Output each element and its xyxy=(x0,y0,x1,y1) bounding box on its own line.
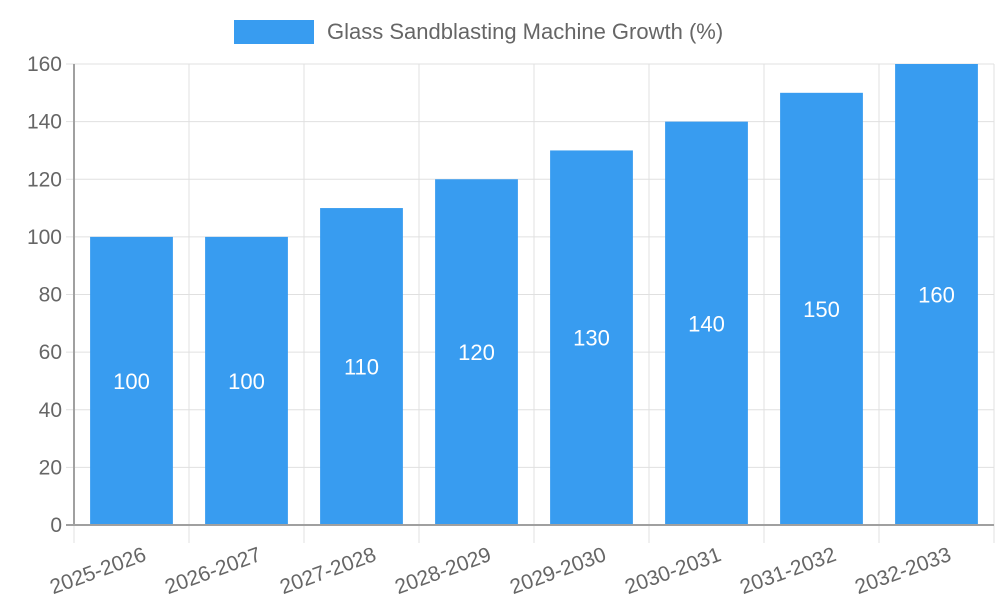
y-tick-label: 160 xyxy=(27,53,62,76)
x-tick-label: 2025-2026 xyxy=(47,543,149,599)
bar[interactable] xyxy=(205,236,288,525)
data-label: 160 xyxy=(918,283,955,308)
x-tick-label: 2026-2027 xyxy=(162,543,264,599)
legend-label: Glass Sandblasting Machine Growth (%) xyxy=(327,19,724,44)
axes xyxy=(66,64,994,526)
data-label: 150 xyxy=(803,297,840,322)
x-tick-label: 2032-2033 xyxy=(852,543,954,599)
bar[interactable] xyxy=(665,121,748,525)
bar[interactable] xyxy=(895,64,978,525)
data-label: 120 xyxy=(458,340,495,365)
bar[interactable] xyxy=(780,92,863,525)
y-axis-labels: 0 20 40 60 80 100 120 140 160 xyxy=(27,53,62,537)
y-tick-label: 80 xyxy=(39,284,62,307)
y-tick-label: 140 xyxy=(27,111,62,134)
x-tick-label: 2030-2031 xyxy=(622,543,724,599)
data-label: 110 xyxy=(344,355,379,380)
data-label: 130 xyxy=(573,326,610,351)
x-tick-label: 2028-2029 xyxy=(392,543,494,599)
y-tick-label: 0 xyxy=(50,514,62,537)
y-tick-label: 60 xyxy=(39,341,62,364)
x-tick-label: 2029-2030 xyxy=(507,543,609,599)
y-tick-label: 40 xyxy=(39,399,62,422)
x-tick-label: 2027-2028 xyxy=(277,543,379,599)
bar[interactable] xyxy=(90,236,173,525)
data-label: 100 xyxy=(113,369,150,394)
bar[interactable] xyxy=(320,208,403,525)
bars xyxy=(90,64,978,525)
data-labels: 100 100 110 120 130 140 150 160 xyxy=(113,283,955,394)
y-tick-label: 120 xyxy=(27,168,62,191)
bar[interactable] xyxy=(550,150,633,525)
chart-legend[interactable]: Glass Sandblasting Machine Growth (%) xyxy=(234,19,723,45)
bar[interactable] xyxy=(435,179,518,525)
data-label: 140 xyxy=(688,311,725,336)
y-tick-label: 20 xyxy=(39,456,62,479)
x-axis-labels: 2025-2026 2026-2027 2027-2028 2028-2029 2029… xyxy=(47,543,954,599)
x-tick-label: 2031-2032 xyxy=(737,543,839,599)
data-label: 100 xyxy=(228,369,265,394)
legend-swatch xyxy=(234,20,314,44)
y-tick-label: 100 xyxy=(27,226,62,249)
